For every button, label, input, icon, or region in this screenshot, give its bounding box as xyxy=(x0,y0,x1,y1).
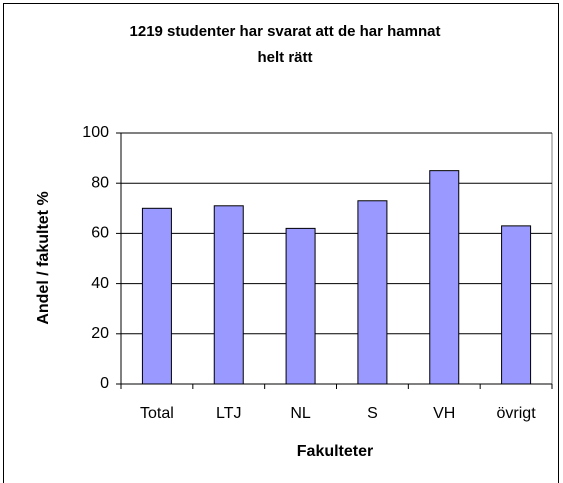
y-tick-label: 100 xyxy=(82,124,109,141)
y-tick-label: 60 xyxy=(91,225,109,242)
x-tick-label: S xyxy=(367,405,378,422)
chart-border xyxy=(3,3,559,483)
bar xyxy=(141,207,172,385)
x-tick-label: NL xyxy=(290,405,311,422)
bar xyxy=(429,170,460,385)
bar xyxy=(213,205,244,385)
chart-title: 1219 studenter har svarat att de har ham… xyxy=(130,23,441,40)
x-tick-label: VH xyxy=(433,405,455,422)
y-tick-label: 0 xyxy=(100,375,109,392)
y-tick-label: 40 xyxy=(91,275,109,292)
chart-title: helt rätt xyxy=(257,49,312,66)
bar xyxy=(285,227,316,385)
x-tick-label: Total xyxy=(140,405,174,422)
y-tick-label: 20 xyxy=(91,325,109,342)
x-tick-label: övrigt xyxy=(497,405,537,422)
y-axis-label: Andel / fakultet % xyxy=(35,191,52,324)
y-tick-label: 80 xyxy=(91,174,109,191)
bar xyxy=(501,225,532,385)
x-tick-label: LTJ xyxy=(216,405,241,422)
x-axis-label: Fakulteter xyxy=(297,443,373,460)
bar xyxy=(357,200,388,385)
